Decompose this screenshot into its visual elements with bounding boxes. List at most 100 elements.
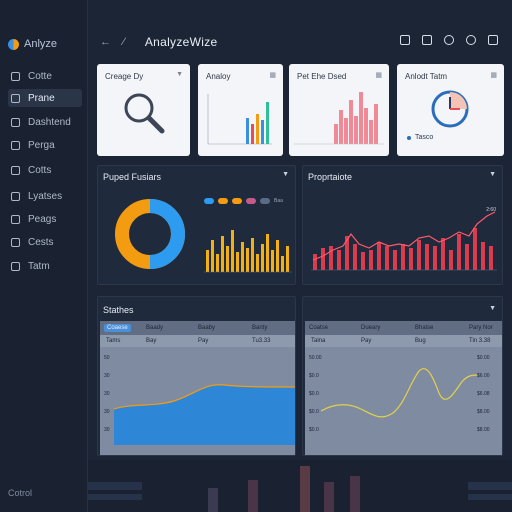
footer-background xyxy=(88,460,512,512)
document-icon xyxy=(11,117,20,127)
chevron-down-icon[interactable]: ▼ xyxy=(176,71,183,78)
legend-dot xyxy=(407,136,411,140)
sidebar-footer[interactable]: Cotrol xyxy=(8,488,33,498)
mini-pink-bar-chart xyxy=(294,92,384,145)
menu-icon[interactable]: ▦ xyxy=(490,72,497,79)
chevron-down-icon[interactable]: ▼ xyxy=(489,305,496,312)
orange-bar-chart xyxy=(204,230,292,273)
panel-title: Puped Fusiars xyxy=(103,172,162,182)
legend-label: Baa xyxy=(274,198,283,204)
background-bars xyxy=(88,466,512,512)
card-title: Analoy xyxy=(206,72,231,81)
chevron-down-icon[interactable]: ▼ xyxy=(489,171,496,178)
app-title: AnalyzeWize xyxy=(144,35,218,49)
peak-label: 2:60 xyxy=(486,207,496,213)
donut-chart xyxy=(115,199,185,269)
sidebar-item-1[interactable]: Cotte xyxy=(8,67,82,85)
menu-icon[interactable]: ▦ xyxy=(269,72,276,79)
trend-table: Coatse Dueary Bhalse Pary Nor Talna Pay … xyxy=(305,321,502,455)
statistics-panel: Stathes Coaese Baady Baaby Banty Tams Ba… xyxy=(97,296,296,456)
panel-title: Proprtaiote xyxy=(308,172,353,182)
y-axis-label: $8.00 xyxy=(477,427,490,433)
table-cell: Tin 3.38 xyxy=(469,338,491,344)
y-axis-label: $0.0 xyxy=(309,373,319,379)
list-icon xyxy=(11,237,20,247)
column-header[interactable]: Baaby xyxy=(198,325,216,331)
card-title: Pet Ehe Dsed xyxy=(297,72,347,81)
forward-icon[interactable]: ⁄ xyxy=(123,36,125,48)
sidebar-item-label: Lyatses xyxy=(28,190,63,202)
sidebar-item-9[interactable]: Tatm xyxy=(8,257,82,275)
column-header[interactable]: Coatse xyxy=(309,325,329,331)
time-card[interactable]: Anlodt Tatm ▦ Tasco xyxy=(397,64,504,156)
card-title: Creage Dy xyxy=(105,72,144,81)
y-axis-label: 50.00 xyxy=(309,355,322,361)
y-axis-label: $8.00 xyxy=(477,409,490,415)
topbar: ← ⁄ AnalyzeWize xyxy=(88,28,512,56)
y-axis-label: 30 xyxy=(104,373,110,379)
search-card[interactable]: Creage Dy ▼ xyxy=(97,64,190,156)
brand[interactable]: Anlyze xyxy=(8,38,57,50)
notifications-icon[interactable] xyxy=(400,35,410,45)
sidebar-item-7[interactable]: Peags xyxy=(8,210,82,228)
dataset-card[interactable]: Pet Ehe Dsed ▦ xyxy=(289,64,389,156)
y-axis-label: 30 xyxy=(104,427,110,433)
profile-icon[interactable] xyxy=(444,35,454,45)
table-row[interactable]: Talna Pay Bug Tin 3.38 xyxy=(305,335,502,347)
column-header[interactable]: Bhalse xyxy=(415,325,434,331)
sidebar-item-8[interactable]: Cests xyxy=(8,233,82,251)
folder-icon xyxy=(11,93,20,103)
settings-icon[interactable] xyxy=(466,35,476,45)
back-arrow-icon[interactable]: ← xyxy=(100,36,111,48)
card-caption: Tasco xyxy=(415,134,434,141)
table-cell: Bay xyxy=(146,338,157,344)
sidebar-item-3[interactable]: Dashtend xyxy=(8,113,82,131)
table-cell: Talna xyxy=(311,338,326,344)
column-header[interactable]: Banty xyxy=(252,325,268,331)
y-axis-label: 30 xyxy=(104,391,110,397)
sidebar-item-label: Tatm xyxy=(28,260,50,272)
layout-icon[interactable] xyxy=(422,35,432,45)
sidebar-item-label: Peags xyxy=(28,213,57,225)
area-chart xyxy=(114,384,295,445)
y-axis-label: $6.00 xyxy=(477,373,490,379)
properties-panel: Proprtaiote ▼ 2:60 xyxy=(302,165,503,285)
user-icon xyxy=(11,140,20,150)
table-cell: Bug xyxy=(415,338,426,344)
panel-title: Stathes xyxy=(103,305,134,315)
card-title: Anlodt Tatm xyxy=(405,72,448,81)
column-header[interactable]: Baady xyxy=(146,325,164,331)
brand-logo-icon xyxy=(8,38,19,50)
red-bar-line-chart xyxy=(311,211,497,271)
column-header[interactable]: Pary Nor xyxy=(469,325,493,331)
y-axis-label: $0.0 xyxy=(309,391,319,397)
column-header[interactable]: Dueary xyxy=(361,325,381,331)
brand-name: Anlyze xyxy=(24,38,58,50)
table-header: Coatse Dueary Bhalse Pary Nor xyxy=(305,321,502,335)
sidebar-item-label: Dashtend xyxy=(28,116,71,128)
table-cell: Tu3.33 xyxy=(252,338,271,344)
y-axis-label: $0.0 xyxy=(309,427,319,433)
column-header[interactable]: Coaese xyxy=(104,324,131,332)
clock-icon xyxy=(431,90,469,128)
sidebar-item-5[interactable]: Cotts xyxy=(8,161,82,179)
sidebar-item-6[interactable]: Lyatses xyxy=(8,187,82,205)
menu-icon[interactable]: ▦ xyxy=(375,72,382,79)
y-axis-label: 50 xyxy=(104,355,110,361)
sidebar-item-4[interactable]: Perga xyxy=(8,136,82,154)
sidebar-item-label: Perga xyxy=(28,139,55,151)
legend: Baa xyxy=(204,198,283,204)
analysis-card[interactable]: Analoy ▦ xyxy=(198,64,283,156)
expand-icon[interactable] xyxy=(488,35,498,45)
sidebar-item-label: Cotte xyxy=(28,70,52,82)
stats-table: Coaese Baady Baaby Banty Tams Bay Pay Tu… xyxy=(100,321,295,455)
sidebar-item-label: Cests xyxy=(28,236,54,248)
chevron-down-icon[interactable]: ▼ xyxy=(282,171,289,178)
clock-icon xyxy=(11,261,20,271)
sidebar-item-label: Cotts xyxy=(28,164,52,176)
mini-bar-chart xyxy=(207,94,272,145)
grid-icon xyxy=(11,71,20,81)
chat-icon xyxy=(11,165,20,175)
sidebar-item-2[interactable]: Prane xyxy=(8,89,82,107)
table-row[interactable]: Tams Bay Pay Tu3.33 xyxy=(100,335,295,347)
